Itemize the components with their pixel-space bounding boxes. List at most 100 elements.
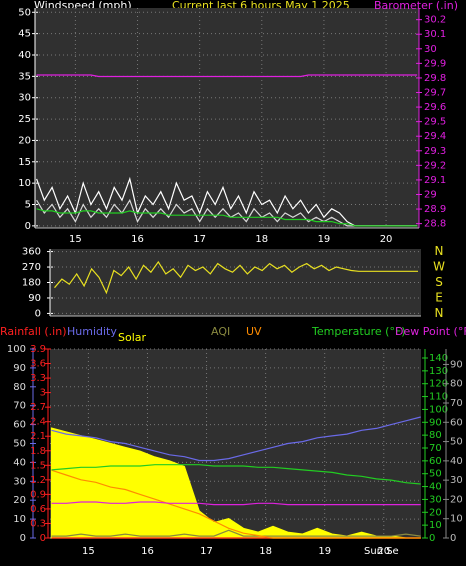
- x-tick-label: 18: [259, 546, 272, 557]
- y-tick-label: 29.7: [424, 88, 446, 99]
- y-tick-label: 35: [18, 71, 31, 82]
- y-tick-label: 3.9: [30, 344, 46, 355]
- y-tick-label: 3: [40, 388, 46, 399]
- y-tick-label: 180: [22, 278, 41, 289]
- line: [36, 198, 418, 227]
- y-tick-label: 50: [13, 439, 26, 450]
- y-tick-label: E: [435, 290, 443, 304]
- y-tick-label: 110: [429, 392, 448, 403]
- y-tick-label: 10: [18, 178, 31, 189]
- line: [51, 469, 421, 539]
- y-tick-label: 28.8: [424, 219, 446, 230]
- y-tick-label: 80: [13, 382, 26, 393]
- y-tick-label: N: [435, 306, 444, 320]
- y-tick-label: 0: [35, 308, 41, 319]
- y-tick-label: 29.1: [424, 175, 446, 186]
- y-tick-label: 2.4: [30, 417, 46, 428]
- y-tick-label: 40: [429, 482, 442, 493]
- line: [51, 416, 421, 462]
- y-tick-label: 60: [429, 456, 442, 467]
- x-tick-label: 16: [131, 234, 144, 245]
- y-tick-label: 30: [450, 475, 463, 486]
- y-tick-label: 25: [18, 114, 31, 125]
- y-tick-label: 30: [13, 476, 26, 487]
- y-tick-label: 80: [429, 430, 442, 441]
- y-tick-label: 0: [40, 533, 46, 544]
- y-tick-label: 40: [450, 456, 463, 467]
- y-tick-label: 40: [13, 457, 26, 468]
- y-tick-label: 140: [429, 353, 448, 364]
- y-tick-label: 100: [7, 344, 26, 355]
- y-tick-label: 0: [429, 533, 435, 544]
- legend-label: AQI: [211, 325, 230, 338]
- y-tick-label: 20: [429, 507, 442, 518]
- y-tick-label: 270: [22, 262, 41, 273]
- legend-label: Barometer (.in): [374, 0, 458, 12]
- x-tick-label: 20: [377, 546, 390, 557]
- y-tick-label: 20: [18, 135, 31, 146]
- y-tick-label: 15: [18, 157, 31, 168]
- y-tick-label: 10: [450, 514, 463, 525]
- x-tick-label: 16: [141, 546, 154, 557]
- y-tick-label: 360: [22, 247, 41, 258]
- y-tick-label: 90: [28, 293, 41, 304]
- line: [51, 529, 421, 537]
- y-tick-label: 30: [424, 44, 437, 55]
- y-tick-label: 3.6: [30, 359, 46, 370]
- y-tick-label: 40: [18, 50, 31, 61]
- y-tick-label: 29.5: [424, 117, 446, 128]
- y-tick-label: 28.9: [424, 204, 446, 215]
- y-tick-label: S: [435, 275, 443, 289]
- y-tick-label: 1.2: [30, 475, 46, 486]
- y-tick-label: 0.6: [30, 504, 46, 515]
- legend-label: Rainfall (.in): [0, 325, 67, 338]
- plot-area: [35, 8, 419, 228]
- y-tick-label: 0: [450, 533, 456, 544]
- y-tick-label: 3.3: [30, 373, 46, 384]
- annotation: Sun Se: [364, 546, 399, 557]
- y-tick-label: 29.9: [424, 58, 446, 69]
- plot-area: [50, 249, 421, 316]
- y-tick-label: 1.8: [30, 446, 46, 457]
- y-tick-label: 2.1: [30, 431, 46, 442]
- y-tick-label: N: [435, 244, 444, 258]
- y-tick-label: 0: [20, 533, 26, 544]
- x-tick-label: 19: [318, 234, 331, 245]
- y-tick-label: 80: [450, 379, 463, 390]
- y-tick-label: 10: [429, 520, 442, 531]
- y-tick-label: 29: [424, 189, 437, 200]
- y-tick-label: 50: [429, 469, 442, 480]
- y-tick-label: 30.1: [424, 29, 446, 40]
- x-tick-label: 18: [255, 234, 268, 245]
- y-tick-label: 29.4: [424, 131, 446, 142]
- y-tick-label: 90: [429, 417, 442, 428]
- y-tick-label: 90: [13, 363, 26, 374]
- y-tick-label: 30.2: [424, 15, 446, 26]
- y-tick-label: 0.9: [30, 489, 46, 500]
- y-tick-label: 1.5: [30, 460, 46, 471]
- line: [36, 176, 418, 227]
- y-tick-label: W: [433, 260, 445, 274]
- y-tick-label: 60: [450, 417, 463, 428]
- y-tick-label: 20: [450, 494, 463, 505]
- y-tick-label: 70: [429, 443, 442, 454]
- line: [51, 501, 421, 506]
- y-tick-label: 50: [18, 7, 31, 18]
- x-tick-label: 15: [69, 234, 82, 245]
- y-tick-label: 29.6: [424, 102, 446, 113]
- x-tick-label: 17: [200, 546, 213, 557]
- x-tick-label: 19: [318, 546, 331, 557]
- y-tick-label: 120: [429, 379, 448, 390]
- y-tick-label: 29.3: [424, 146, 446, 157]
- line: [36, 74, 418, 78]
- y-tick-label: 29.2: [424, 160, 446, 171]
- x-tick-label: 17: [193, 234, 206, 245]
- y-tick-label: 29.8: [424, 73, 446, 84]
- legend-label: Dew Point (°F): [395, 325, 466, 338]
- y-tick-label: 30: [429, 494, 442, 505]
- y-tick-label: 60: [13, 420, 26, 431]
- y-tick-label: 90: [450, 359, 463, 370]
- y-tick-label: 0.3: [30, 518, 46, 529]
